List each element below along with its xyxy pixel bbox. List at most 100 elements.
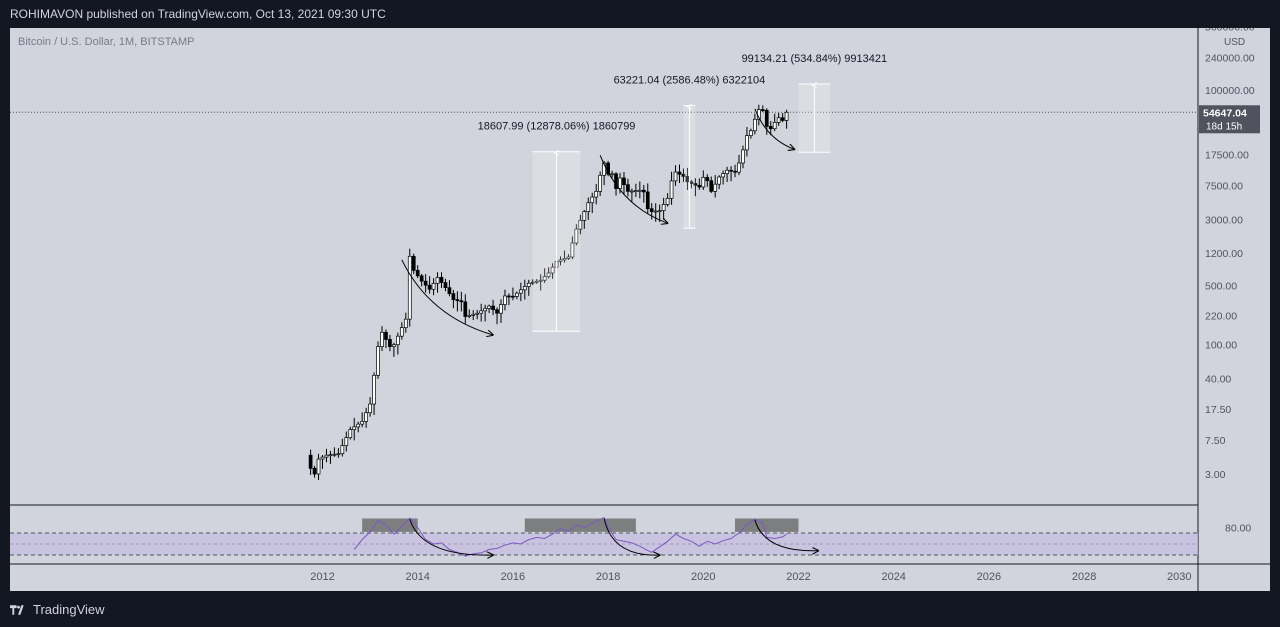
chart-area[interactable]: Bitcoin / U.S. Dollar, 1M, BITSTAMP 56000… [10,21,1270,591]
candle-body [320,456,325,460]
publish-line: ROHIMAVON published on TradingView.com, … [10,7,386,21]
candle-body [380,331,384,347]
candle-body [713,183,718,192]
x-tick-label: 2016 [501,571,525,583]
y-tick-label: 7.50 [1205,435,1226,447]
candle-body [522,286,527,291]
candle-body [562,258,567,261]
candle-body [459,300,464,303]
candle-body [780,117,785,121]
y-tick-label: 220.00 [1205,311,1237,323]
y-unit-label: USD [1224,37,1245,48]
candle-body [630,190,634,193]
candle-body [610,173,614,176]
rsi-highlight-zone [524,518,636,532]
candle-body [665,197,670,205]
candle-body [725,169,729,174]
candle-body [336,453,341,456]
candle-body [673,171,678,182]
trend-arrow [599,155,667,223]
candle-body [745,135,749,151]
candle-body [598,174,603,192]
tradingview-logo-icon [10,604,24,615]
candle-body [411,255,416,271]
candle-body [407,255,412,320]
y-tick-label: 240000.00 [1205,53,1255,65]
candle-body [677,171,682,175]
last-price-tag [1199,105,1260,134]
candle-body [368,403,372,414]
candle-body [352,426,357,430]
candle-body [721,173,725,178]
range-label: 63221.04 (2586.48%) 6322104 [614,75,766,87]
x-tick-label: 2026 [977,571,1001,583]
candle-body [316,458,321,475]
candle-body [526,282,531,287]
candle-body [649,208,654,212]
candle-body [419,275,424,282]
y-tick-label: 100.00 [1205,340,1237,352]
candle-body [574,228,579,244]
candle-body [372,374,376,405]
rsi-trend-arrow [603,518,660,555]
candle-body [324,454,329,458]
tradingview-brand: TradingView [33,602,105,617]
rsi-highlight-zone [735,518,799,532]
candle-body [645,191,650,210]
trend-arrow [401,259,493,335]
y-tick-label: 17500.00 [1205,149,1249,161]
candle-body [403,318,408,329]
candle-body [586,202,591,212]
candle-body [626,184,630,192]
chart-title: Bitcoin / U.S. Dollar, 1M, BITSTAMP [18,36,194,48]
y-tick-label: 100000.00 [1205,85,1255,97]
candle-body [538,279,543,282]
candle-body [332,453,337,456]
candle-body [618,177,622,189]
candle-body [308,454,313,469]
candle-body [534,280,539,283]
tradingview-footer[interactable]: TradingView [10,602,105,617]
candle-body [614,173,618,189]
candle-body [491,305,495,310]
candle-body [566,256,571,259]
candle-body [634,190,638,192]
y-tick-label: 3000.00 [1205,214,1243,226]
x-tick-label: 2014 [405,571,429,583]
candle-body [340,445,345,455]
x-tick-label: 2012 [310,571,334,583]
candle-body [558,259,563,262]
candle-body [495,309,499,314]
x-tick-label: 2028 [1072,571,1096,583]
x-tick-label: 2030 [1167,571,1191,583]
candle-body [503,295,507,305]
y-tick-label: 17.50 [1205,404,1231,416]
candle-body [360,421,365,425]
chart-svg[interactable]: Bitcoin / U.S. Dollar, 1M, BITSTAMP 56000… [10,21,1270,591]
candle-body [768,126,773,130]
rsi-y-tick-label: 80.00 [1225,523,1251,535]
candle-body [479,310,484,314]
candle-body [427,284,432,290]
x-tick-label: 2024 [881,571,905,583]
candle-body [487,305,491,309]
range-label: 99134.21 (534.84%) 9913421 [742,53,888,65]
candle-body [741,149,745,164]
candle-body [760,109,765,111]
candle-body [518,289,523,294]
candle-body [471,313,476,316]
rsi-line [353,516,787,557]
candle-body [669,180,674,199]
candle-body [701,177,706,188]
candle-body [578,219,583,230]
candle-body [594,191,599,198]
candle-body [709,180,714,192]
candle-body [661,204,666,211]
candle-body [784,111,789,121]
candle-body [435,277,440,284]
candle-body [511,295,515,298]
candle-body [364,412,368,422]
candle-body [733,170,737,173]
candle-body [348,429,353,438]
trend-arrow [754,108,795,150]
